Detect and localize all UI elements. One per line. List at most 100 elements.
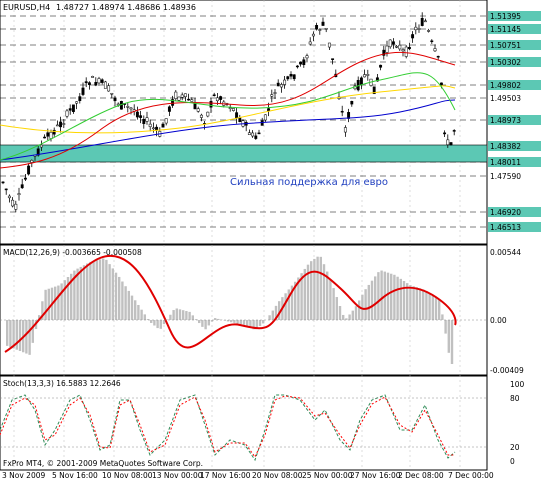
candle-body bbox=[385, 45, 389, 53]
macd-histogram-bar bbox=[63, 280, 66, 320]
candle-body bbox=[183, 93, 187, 98]
candle-body bbox=[78, 96, 82, 101]
candle-body bbox=[164, 118, 168, 124]
candle-body bbox=[55, 124, 59, 127]
macd-histogram-bar bbox=[332, 288, 335, 320]
macd-histogram-bar bbox=[198, 320, 201, 324]
macd-histogram-bar bbox=[415, 287, 418, 320]
macd-histogram-bar bbox=[271, 310, 274, 320]
macd-histogram-bar bbox=[306, 264, 310, 320]
candle-body bbox=[81, 87, 85, 95]
price-tag bbox=[488, 115, 541, 125]
candle-body bbox=[84, 81, 88, 84]
candle-body bbox=[388, 39, 392, 48]
macd-histogram-bar bbox=[364, 289, 367, 320]
stoch-pane[interactable] bbox=[0, 375, 488, 471]
stoch-main-line bbox=[0, 394, 456, 462]
candle-body bbox=[366, 74, 370, 76]
candle-body bbox=[283, 79, 287, 85]
candle-body bbox=[321, 21, 325, 26]
macd-histogram-bar bbox=[351, 310, 354, 320]
macd-axis: 0.00544 0.00 -0.00409 bbox=[0, 248, 524, 375]
candle-body bbox=[343, 127, 347, 133]
candle-body bbox=[420, 17, 424, 26]
macd-histogram-bar bbox=[242, 320, 246, 325]
candle-body bbox=[36, 148, 40, 156]
candle-body bbox=[59, 121, 63, 128]
candle-body bbox=[411, 34, 415, 39]
candle-body bbox=[331, 58, 335, 60]
macd-histogram-bar bbox=[44, 289, 47, 320]
macd-histogram-bar bbox=[390, 273, 393, 320]
ma-red-line bbox=[0, 51, 456, 169]
candle-body bbox=[324, 27, 328, 30]
candle-body bbox=[4, 188, 8, 191]
macd-histogram-bar bbox=[41, 301, 44, 320]
macd-histogram-bar bbox=[143, 314, 146, 320]
candle-body bbox=[391, 41, 395, 45]
macd-histogram-bar bbox=[89, 261, 92, 320]
macd-histogram-bar bbox=[294, 281, 297, 320]
macd-histogram-bar bbox=[153, 320, 156, 326]
candle-body bbox=[311, 33, 315, 37]
macd-histogram-bar bbox=[329, 279, 332, 320]
macd-histogram-bar bbox=[399, 278, 402, 320]
candle-body bbox=[145, 117, 149, 122]
candle-body bbox=[350, 101, 354, 105]
candle-body bbox=[395, 46, 399, 48]
candle-body bbox=[439, 82, 443, 85]
macd-histogram-bar bbox=[210, 320, 214, 322]
candle-body bbox=[286, 76, 290, 80]
price-tick-label: 1.47590 bbox=[490, 172, 521, 181]
macd-histogram-bar bbox=[54, 286, 57, 320]
candle-body bbox=[161, 123, 165, 128]
macd-histogram-bar bbox=[9, 320, 12, 348]
macd-histogram-bar bbox=[358, 300, 361, 320]
candle-body bbox=[30, 160, 34, 163]
candle-body bbox=[382, 49, 386, 56]
candle-body bbox=[52, 129, 56, 135]
macd-histogram-bar bbox=[12, 320, 15, 349]
macd-histogram-bar bbox=[162, 320, 166, 325]
candle-body bbox=[423, 20, 427, 23]
candle-body bbox=[308, 41, 312, 45]
candle-body bbox=[46, 132, 50, 137]
candle-body bbox=[257, 132, 261, 135]
macd-histogram-bar bbox=[406, 283, 409, 320]
macd-histogram-bar bbox=[310, 261, 313, 320]
macd-histogram-bar bbox=[450, 320, 454, 364]
macd-histogram-bar bbox=[434, 297, 438, 320]
price-tick-label: 1.51395 bbox=[490, 12, 521, 21]
macd-histogram-bar bbox=[217, 318, 220, 320]
macd-histogram-bar bbox=[287, 289, 290, 320]
macd-histogram-bar bbox=[6, 320, 9, 346]
macd-histogram-bar bbox=[73, 270, 76, 320]
price-tag bbox=[488, 222, 541, 232]
candle-body bbox=[219, 96, 223, 100]
macd-histogram-bar bbox=[431, 295, 434, 320]
candle-body bbox=[75, 101, 79, 104]
macd-histogram-bar bbox=[348, 314, 351, 320]
macd-tick-label: 0.00544 bbox=[490, 248, 521, 257]
macd-histogram-bar bbox=[284, 293, 287, 320]
support-annotation: Сильная поддержка для евро bbox=[230, 177, 388, 188]
macd-histogram-bar bbox=[233, 320, 236, 323]
candle-body bbox=[17, 193, 21, 196]
price-tag bbox=[488, 11, 541, 21]
macd-histogram-bar bbox=[121, 281, 124, 320]
stoch-tick-label: 80 bbox=[510, 394, 520, 403]
candle-body bbox=[196, 108, 200, 112]
candle-body bbox=[107, 85, 111, 92]
candle-body bbox=[238, 117, 242, 122]
macd-histogram-bar bbox=[412, 286, 415, 320]
macd-histogram-bar bbox=[326, 271, 329, 320]
candle-body bbox=[62, 123, 66, 125]
macd-histogram-bar bbox=[447, 320, 450, 353]
macd-histogram-bar bbox=[361, 294, 364, 320]
candlesticks bbox=[1, 12, 456, 213]
moving-averages bbox=[0, 51, 456, 169]
macd-histogram-bar bbox=[188, 311, 191, 320]
candle-body bbox=[87, 82, 91, 85]
macd-histogram-bar bbox=[92, 261, 95, 320]
